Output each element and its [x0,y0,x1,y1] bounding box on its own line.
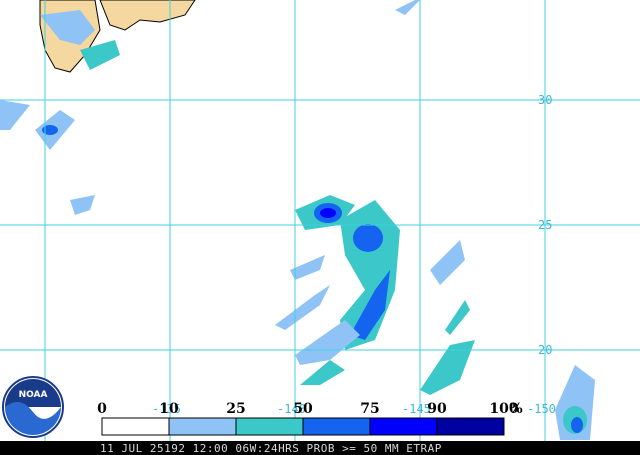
footer-text: 11 JUL 25192 12:00 06W:24HRS PROB >= 50 … [100,442,442,455]
color-swatch [302,417,371,436]
lat-label: 30 [538,93,552,107]
lon-label: -135 [152,402,181,416]
colorbar: 0 10 25 50 75 90 100% [97,401,523,436]
graticule [0,0,640,441]
lon-label: -150 [527,402,556,416]
colorbar-label: 10 [159,401,179,417]
color-swatch [436,417,505,436]
precipitation [0,0,595,440]
lon-label: -140 [277,402,306,416]
color-swatch [235,417,304,436]
footer-bar [0,441,640,455]
colorbar-label: 75 [360,401,379,417]
lon-label: -145 [402,402,431,416]
colorbar-label: 100 [489,401,518,417]
color-swatch [369,417,438,436]
colorbar-label: 90 [427,401,447,417]
colorbar-label: 0 [97,401,107,417]
colorbar-unit: % [509,401,522,417]
lat-label: 25 [538,218,552,232]
color-swatch [168,417,237,436]
noaa-logo: NOAA [2,376,64,438]
lat-label: 20 [538,343,552,357]
colorbar-label: 50 [293,401,313,417]
color-swatch [101,417,170,436]
colorbar-label: 25 [226,401,245,417]
logo-text: NOAA [19,390,48,400]
